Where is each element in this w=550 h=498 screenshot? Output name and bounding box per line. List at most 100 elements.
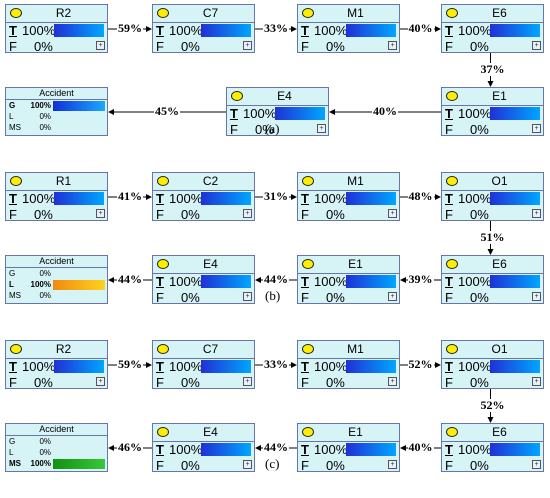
expand-icon[interactable]: + [243, 377, 252, 386]
expand-icon[interactable]: + [96, 209, 105, 218]
false-key: F [301, 39, 309, 54]
true-state-row: T 100% [9, 23, 55, 38]
accident-value: 0% [39, 291, 51, 300]
accident-value: 0% [39, 448, 51, 457]
false-value: 0% [181, 458, 200, 473]
edge-label: 39% [407, 272, 434, 286]
expand-icon[interactable]: + [532, 292, 541, 301]
node-box[interactable]: M1 T 100% F 0% + [297, 172, 400, 222]
accident-row-l: L 0% [9, 448, 51, 458]
expand-icon[interactable]: + [388, 460, 397, 469]
accident-key: G [9, 437, 16, 446]
node-box[interactable]: M1 T 100% F 0% + [297, 4, 400, 54]
false-state-row: F 0% [445, 375, 489, 390]
expand-icon[interactable]: + [532, 124, 541, 133]
expand-icon[interactable]: + [96, 41, 105, 50]
true-key: T [445, 359, 453, 374]
false-state-row: F 0% [301, 39, 345, 54]
node-box[interactable]: R1 T 100% F 0% + [5, 172, 108, 222]
node-title: E1 [492, 89, 507, 103]
false-key: F [156, 458, 164, 473]
accident-title: Accident [6, 88, 107, 100]
true-key: T [301, 359, 309, 374]
yellow-dot-icon [157, 176, 169, 186]
expand-icon[interactable]: + [243, 292, 252, 301]
node-header: E4 [227, 88, 328, 106]
yellow-dot-icon [10, 176, 22, 186]
true-state-row: T 100% [301, 23, 347, 38]
node-box[interactable]: E1 T 100% F 0% + [297, 423, 400, 473]
true-state-row: T 100% [9, 191, 55, 206]
node-header: C7 [153, 5, 254, 23]
yellow-dot-icon [446, 344, 458, 354]
expand-icon[interactable]: + [388, 377, 397, 386]
false-state-row: F 0% [9, 207, 53, 222]
true-state-row: T 100% [156, 274, 202, 289]
node-box[interactable]: E4 T 100% F 0% + [152, 255, 255, 305]
node-box[interactable]: E6 T 100% F 0% + [441, 423, 544, 473]
edge-label: 52% [407, 357, 434, 371]
node-title: R2 [55, 6, 72, 20]
expand-icon[interactable]: + [243, 41, 252, 50]
accident-key: L [9, 112, 14, 121]
probability-bar [54, 24, 104, 37]
true-value: 100% [169, 274, 203, 289]
expand-icon[interactable]: + [317, 124, 326, 133]
expand-icon[interactable]: + [388, 209, 397, 218]
expand-icon[interactable]: + [388, 41, 397, 50]
true-value: 100% [169, 359, 203, 374]
accident-node[interactable]: Accident G 0% L 0% MS 100% [5, 423, 108, 472]
node-header: C2 [153, 173, 254, 191]
accident-node[interactable]: Accident G 0% L 100% MS 0% [5, 255, 108, 304]
accident-key: L [9, 448, 14, 457]
accident-node[interactable]: Accident G 100% L 0% MS 0% [5, 87, 108, 136]
expand-icon[interactable]: + [532, 41, 541, 50]
yellow-dot-icon [446, 8, 458, 18]
expand-icon[interactable]: + [243, 460, 252, 469]
node-box[interactable]: O1 T 100% F 0% + [441, 340, 544, 390]
expand-icon[interactable]: + [532, 377, 541, 386]
true-value: 100% [458, 359, 492, 374]
expand-icon[interactable]: + [243, 209, 252, 218]
accident-bar [53, 101, 105, 111]
node-box[interactable]: E6 T 100% F 0% + [441, 255, 544, 305]
node-box[interactable]: R2 T 100% F 0% + [5, 4, 108, 54]
node-header: C7 [153, 341, 254, 359]
probability-bar [346, 24, 396, 37]
false-key: F [301, 290, 309, 305]
expand-icon[interactable]: + [388, 292, 397, 301]
node-box[interactable]: E4 T 100% F 0% + [226, 87, 329, 137]
true-key: T [445, 106, 453, 121]
edge-label: 33% [263, 21, 289, 35]
node-box[interactable]: E6 T 100% F 0% + [441, 4, 544, 54]
yellow-dot-icon [446, 427, 458, 437]
expand-icon[interactable]: + [532, 460, 541, 469]
false-state-row: F 0% [156, 207, 200, 222]
probability-bar [490, 443, 540, 456]
accident-row-g: G 0% [9, 269, 51, 279]
true-key: T [9, 23, 17, 38]
accident-key: G [9, 101, 16, 110]
expand-icon[interactable]: + [532, 209, 541, 218]
panel-caption: (b) [265, 288, 281, 303]
expand-icon[interactable]: + [96, 377, 105, 386]
node-box[interactable]: C7 T 100% F 0% + [152, 4, 255, 54]
false-state-row: F 0% [445, 458, 489, 473]
accident-key: G [9, 269, 16, 278]
node-box[interactable]: E4 T 100% F 0% + [152, 423, 255, 473]
node-box[interactable]: C7 T 100% F 0% + [152, 340, 255, 390]
accident-key: L [9, 280, 14, 289]
node-title: E1 [348, 257, 363, 271]
node-box[interactable]: C2 T 100% F 0% + [152, 172, 255, 222]
node-box[interactable]: R2 T 100% F 0% + [5, 340, 108, 390]
edge-label: 31% [263, 189, 289, 203]
node-box[interactable]: M1 T 100% F 0% + [297, 340, 400, 390]
node-box[interactable]: E1 T 100% F 0% + [297, 255, 400, 305]
false-value: 0% [470, 122, 489, 137]
accident-key: MS [9, 459, 21, 468]
false-state-row: F 0% [156, 39, 200, 54]
node-box[interactable]: E1 T 100% F 0% + [441, 87, 544, 137]
probability-bar [490, 275, 540, 288]
true-value: 100% [169, 23, 203, 38]
node-box[interactable]: O1 T 100% F 0% + [441, 172, 544, 222]
